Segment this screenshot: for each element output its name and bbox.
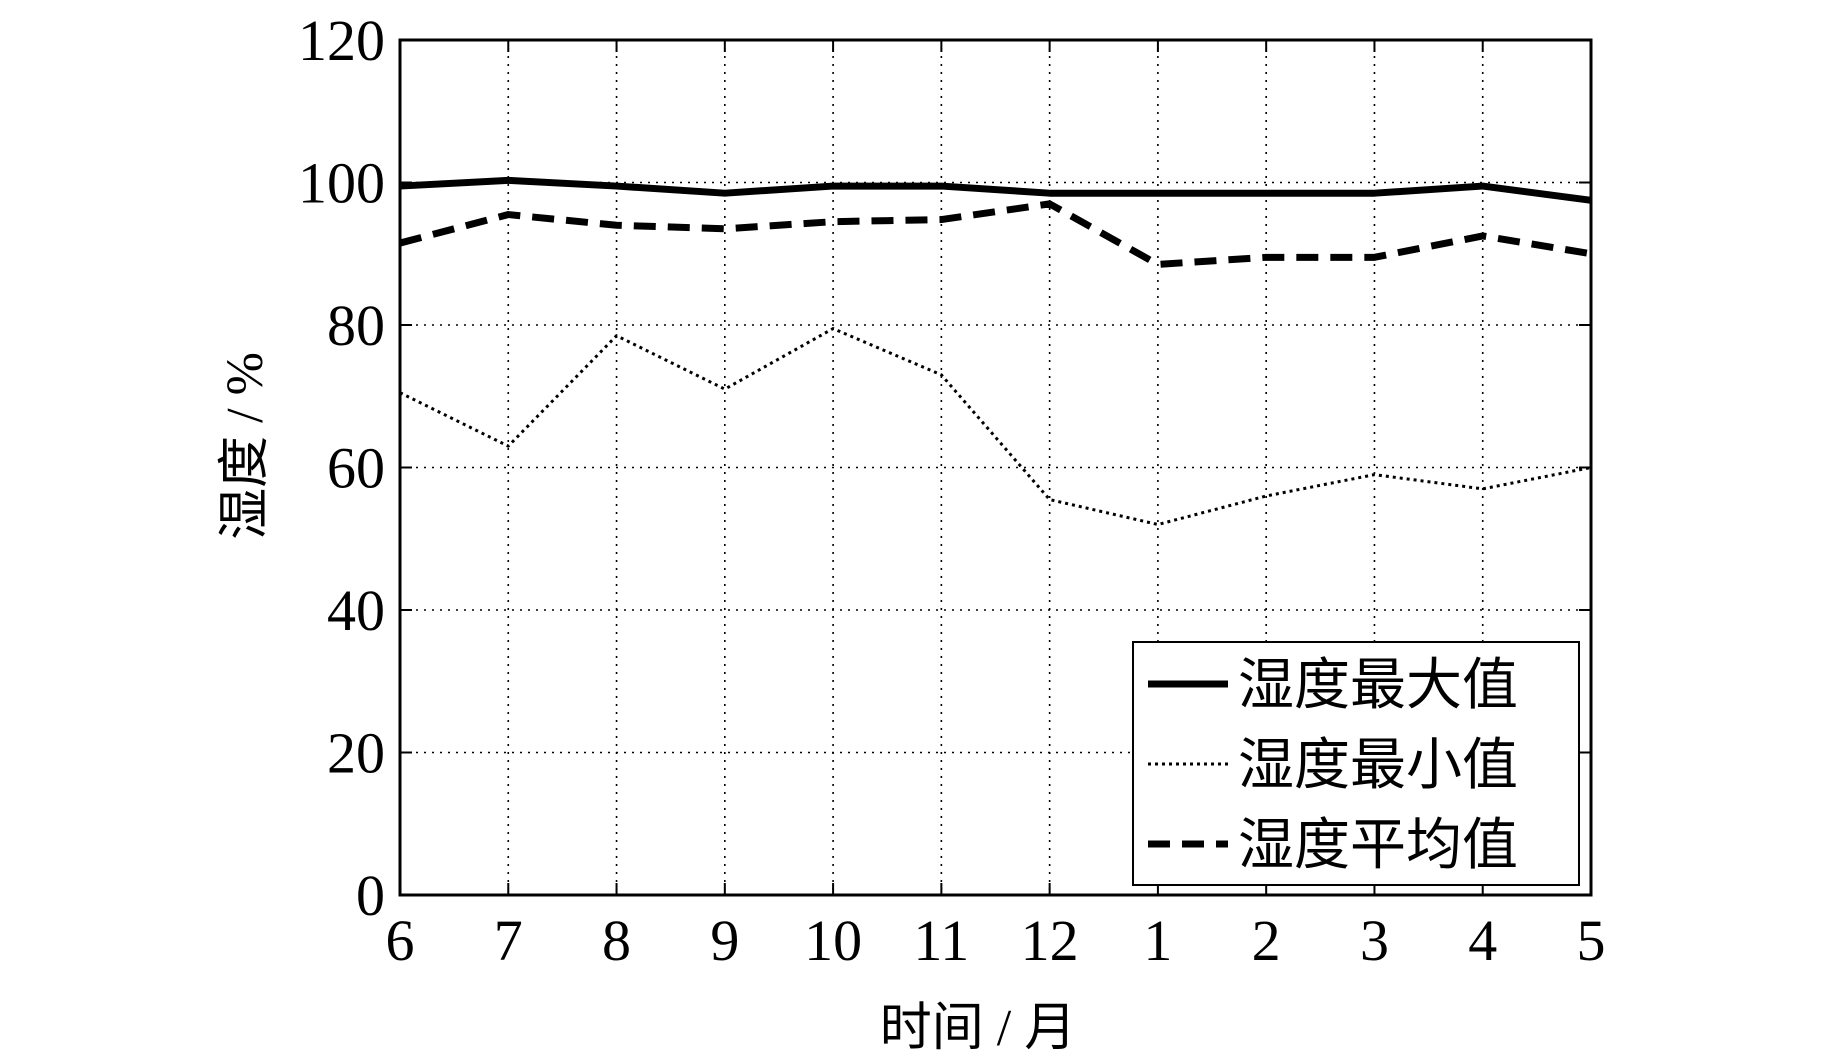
- y-tick-label: 80: [327, 293, 385, 358]
- y-tick-label: 60: [327, 436, 385, 501]
- y-tick-labels: 0 20 40 60 80 100 120: [298, 8, 1591, 928]
- x-tick-label: 10: [804, 908, 862, 973]
- x-tick-label: 5: [1577, 908, 1606, 973]
- y-tick-label: 120: [298, 8, 385, 73]
- series-line-2: [399, 327, 1592, 526]
- x-tick-label: 8: [602, 908, 631, 973]
- x-axis-label: 时间 / 月: [880, 1000, 1076, 1057]
- series-line-3: [399, 200, 1592, 268]
- x-tick-label: 4: [1468, 908, 1497, 973]
- legend-label: 湿度平均值: [1238, 815, 1518, 877]
- y-tick-label: 100: [298, 151, 385, 216]
- y-tick-label: 40: [327, 578, 385, 643]
- y-axis-label: 湿度 / %: [217, 352, 274, 540]
- x-tick-label: 6: [386, 908, 415, 973]
- x-tick-label: 9: [710, 908, 739, 973]
- x-tick-label: 12: [1021, 908, 1079, 973]
- y-tick-label: 20: [327, 721, 385, 786]
- x-tick-label: 3: [1360, 908, 1389, 973]
- legend-label: 湿度最大值: [1238, 655, 1518, 717]
- x-tick-label: 7: [494, 908, 523, 973]
- series-lines: [399, 176, 1592, 526]
- x-tick-labels: 6 7 8 9 10 11 12 1 2 3 4 5: [386, 40, 1606, 973]
- x-tick-label: 2: [1252, 908, 1281, 973]
- series-line-1: [399, 176, 1592, 204]
- x-tick-label: 1: [1143, 908, 1172, 973]
- y-tick-label: 0: [356, 863, 385, 928]
- x-tick-label: 11: [913, 908, 969, 973]
- legend-label: 湿度最小值: [1238, 735, 1518, 797]
